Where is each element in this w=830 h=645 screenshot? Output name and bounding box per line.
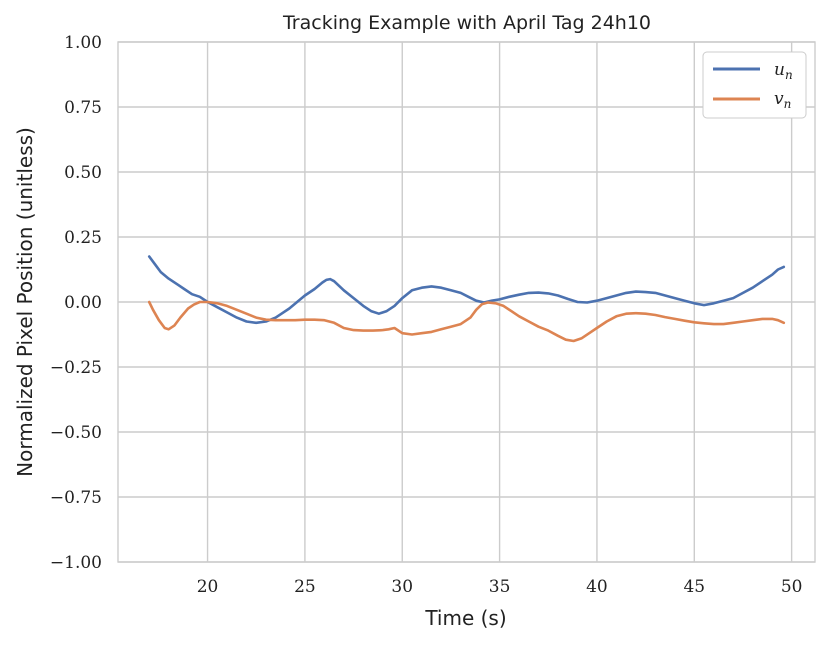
- x-tick-label: 20: [197, 577, 219, 597]
- x-tick-label: 40: [586, 577, 608, 597]
- x-tick-labels: 20 25 30 35 40 45 50: [197, 577, 803, 597]
- x-tick-label: 45: [683, 577, 705, 597]
- series-layer: [147, 255, 786, 343]
- x-tick-label: 25: [294, 577, 316, 597]
- series-line-u: [147, 255, 786, 325]
- y-tick-label: 0.50: [64, 163, 102, 183]
- x-tick-label: 30: [391, 577, 413, 597]
- x-tick-label: 35: [489, 577, 511, 597]
- y-tick-label: −0.75: [50, 488, 102, 508]
- plot-frame: [117, 41, 816, 563]
- y-axis-label: Normalized Pixel Position (unitless): [13, 127, 37, 477]
- legend-label-v: vn: [774, 89, 791, 111]
- legend: un vn: [702, 51, 807, 119]
- series-line-v: [147, 300, 786, 343]
- y-tick-label: −1.00: [50, 553, 102, 573]
- y-tick-label: 1.00: [64, 33, 102, 53]
- y-tick-label: 0.25: [64, 228, 102, 248]
- y-tick-label: −0.25: [50, 358, 102, 378]
- y-tick-label: 0.00: [64, 293, 102, 313]
- legend-label-u: un: [774, 60, 793, 82]
- x-tick-label: 50: [781, 577, 803, 597]
- y-tick-label: −0.50: [50, 423, 102, 443]
- chart-title: Tracking Example with April Tag 24h10: [282, 12, 651, 34]
- x-axis-label: Time (s): [424, 606, 506, 630]
- grid: [118, 41, 815, 563]
- y-tick-label: 0.75: [64, 98, 102, 118]
- y-tick-labels: −1.00 −0.75 −0.50 −0.25 0.00 0.25 0.50 0.75 1.00: [50, 33, 102, 573]
